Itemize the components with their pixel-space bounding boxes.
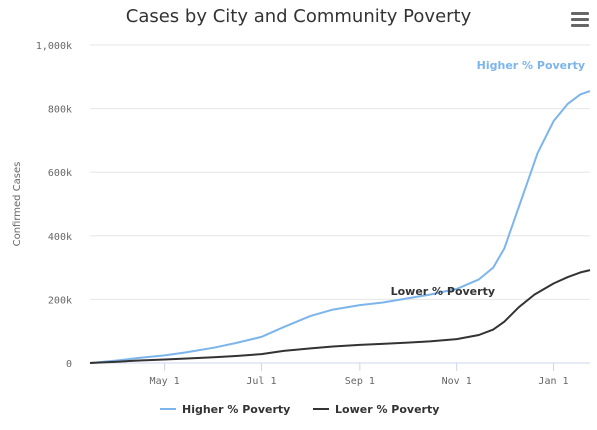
x-tick-label: Nov 1 [442, 376, 472, 387]
x-tick-label: Jul 1 [246, 376, 276, 387]
y-tick-label: 400k [48, 232, 72, 243]
y-axis-title: Confirmed Cases [12, 162, 23, 247]
legend-item-higher-poverty[interactable]: Higher % Poverty [182, 403, 290, 416]
legend-item-lower-poverty[interactable]: Lower % Poverty [335, 403, 439, 416]
y-tick-label: 200k [48, 295, 72, 306]
menu-bar [571, 12, 589, 15]
chart-title: Cases by City and Community Poverty [125, 6, 472, 27]
series-line-higher-poverty [89, 90, 591, 364]
y-tick-label: 1,000k [36, 41, 72, 52]
annotation-lower-poverty: Lower % Poverty [391, 285, 495, 298]
menu-bar [571, 18, 589, 21]
x-tick-label: Jan 1 [538, 376, 568, 387]
hamburger-menu-icon[interactable] [571, 12, 589, 28]
x-tick-label: May 1 [150, 376, 180, 387]
menu-bar [571, 24, 589, 27]
y-tick-label: 0 [66, 359, 72, 370]
x-tick-label: Sep 1 [345, 376, 375, 387]
y-tick-label: 600k [48, 168, 72, 179]
y-tick-label: 800k [48, 105, 72, 116]
series-line-lower-poverty [89, 269, 591, 364]
annotation-higher-poverty: Higher % Poverty [477, 59, 585, 72]
